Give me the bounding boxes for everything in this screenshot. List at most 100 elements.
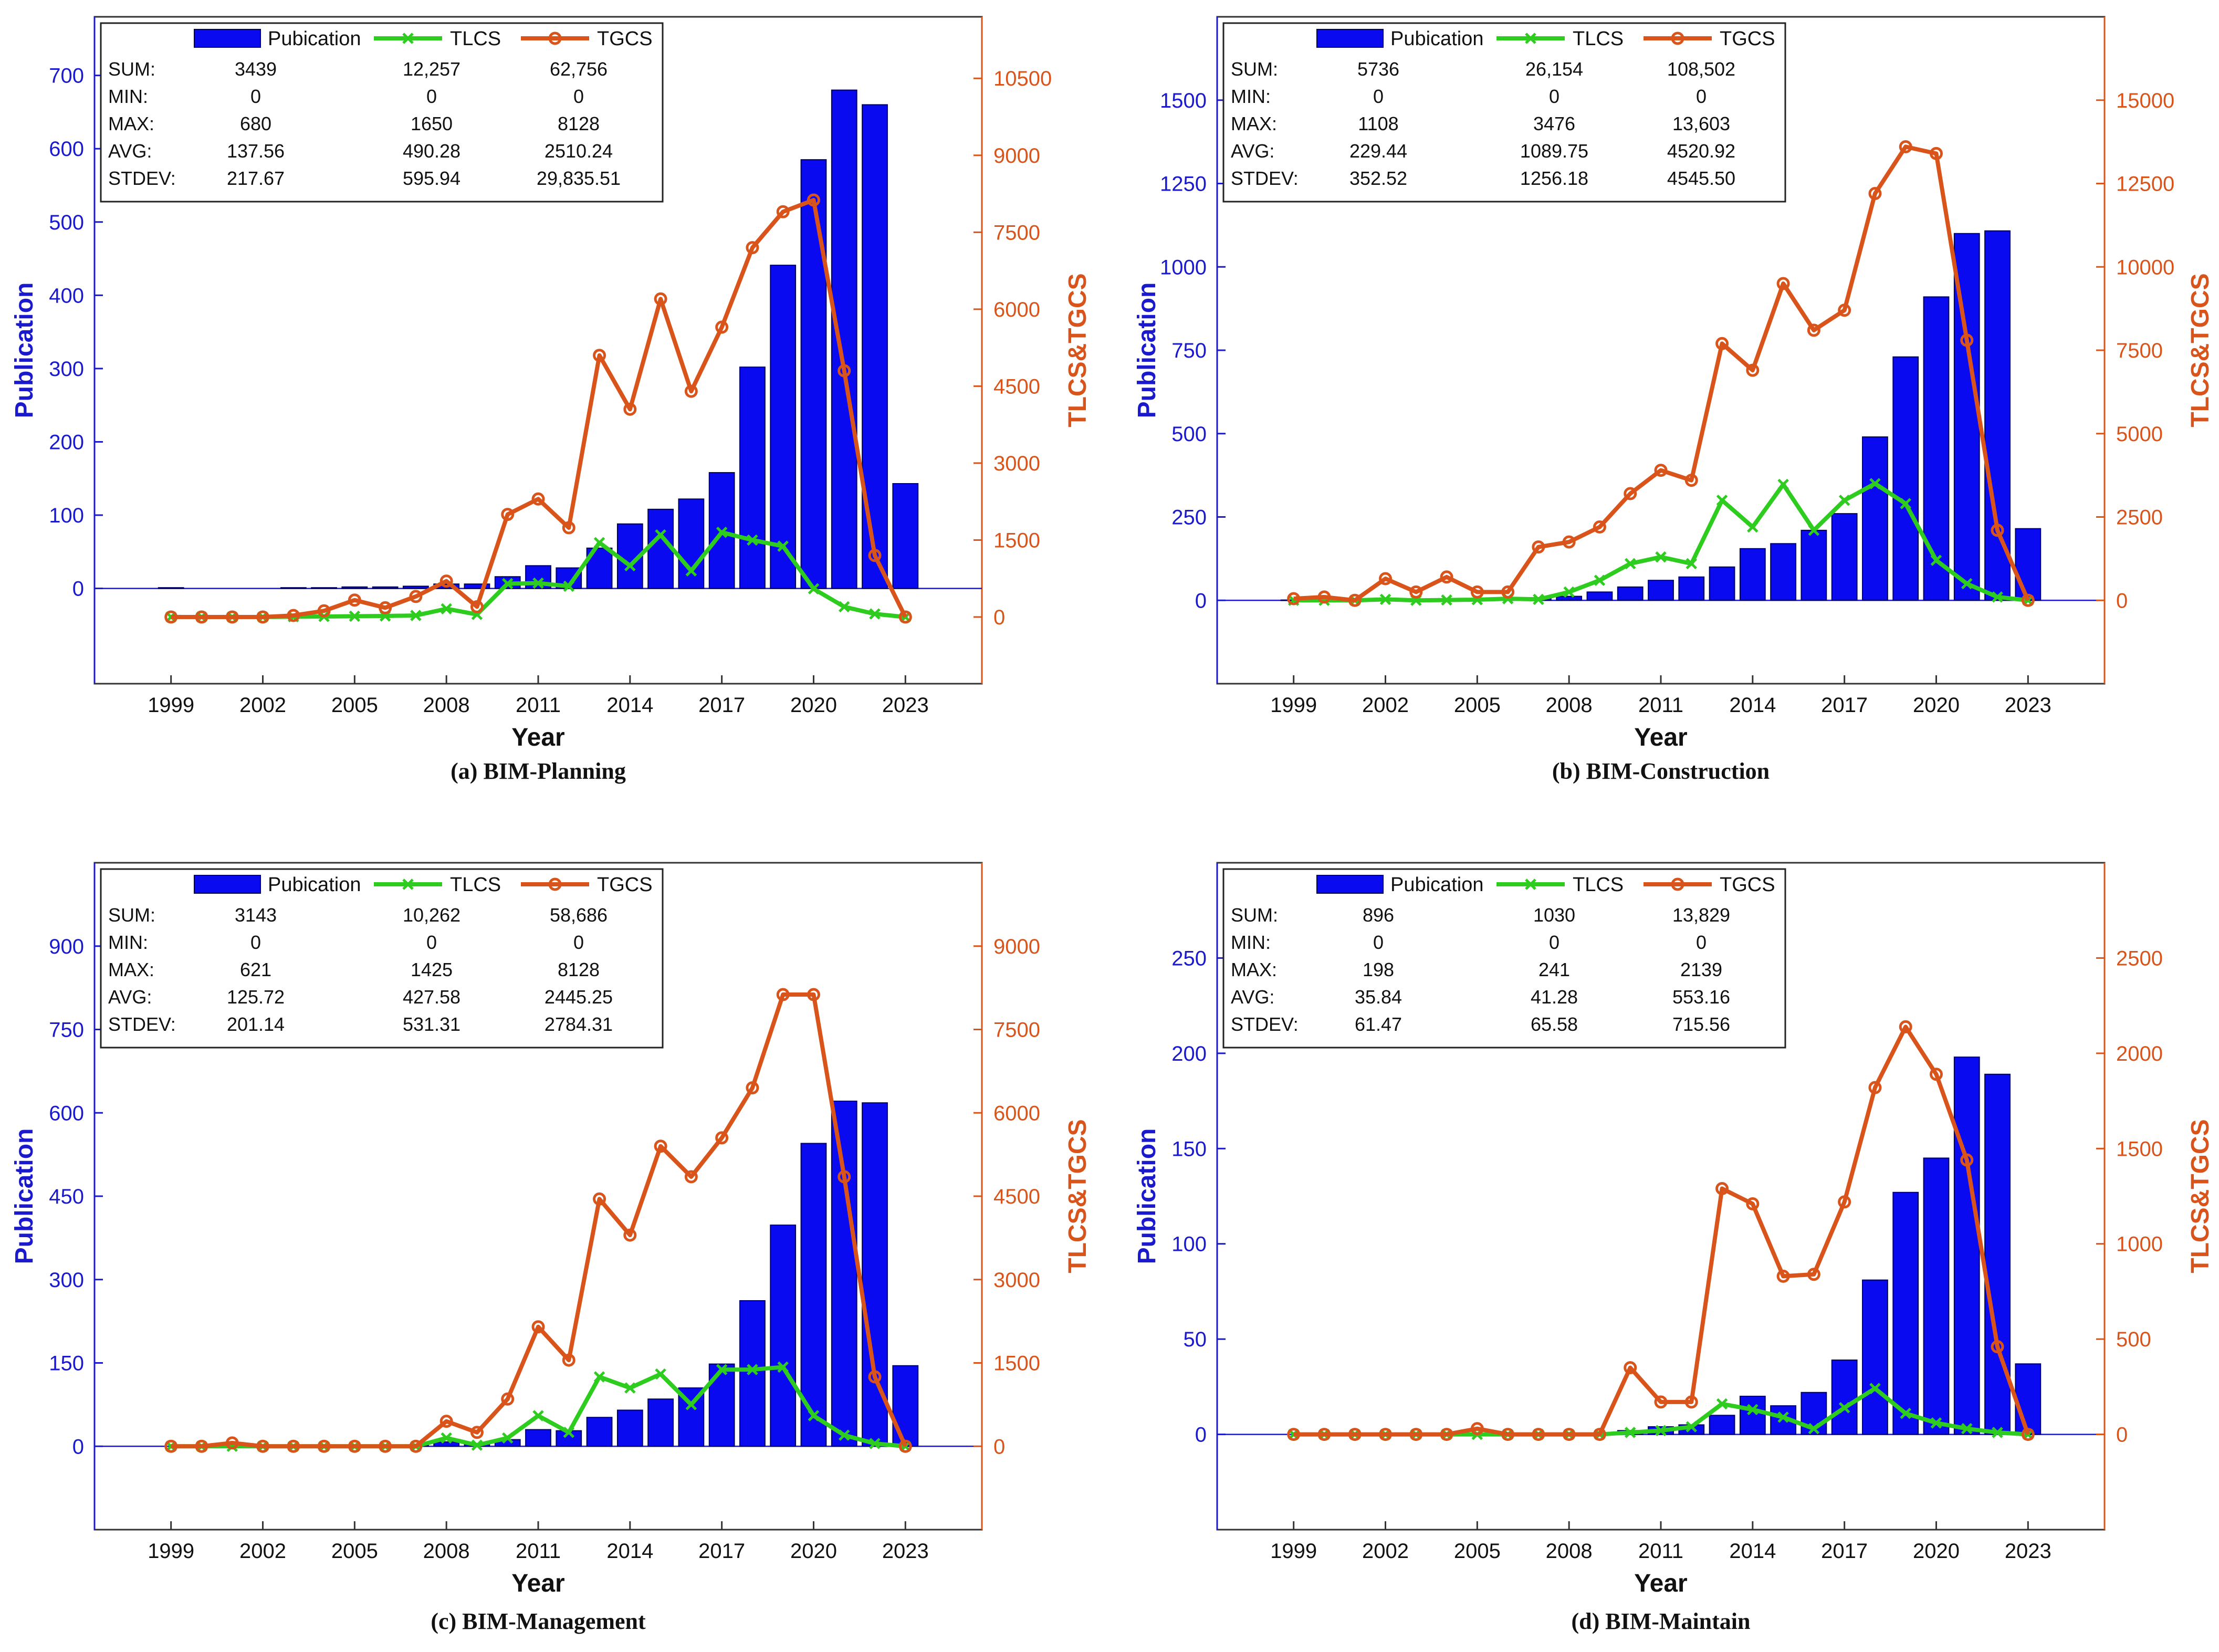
- tlcs-point: [593, 537, 605, 549]
- stats-value: 553.16: [1672, 986, 1730, 1008]
- x-tick-label: 2005: [1454, 694, 1501, 717]
- tlcs-point: [716, 1364, 728, 1375]
- stats-row-label: AVG:: [108, 140, 152, 162]
- tlcs-point: [1379, 593, 1391, 605]
- right-tick-label: 0: [2116, 1424, 2128, 1447]
- tgcs-point: [531, 1320, 545, 1334]
- stats-value: 1256.18: [1520, 168, 1588, 189]
- tlcs-point: [777, 540, 789, 552]
- tgcs-point: [348, 593, 361, 607]
- y-axis-title: Publication: [11, 1128, 38, 1264]
- stats-value: 621: [240, 959, 271, 980]
- legend-stats-box: [100, 22, 664, 203]
- tgcs-point: [501, 1392, 515, 1406]
- chart-panel-1: 0 100 200 300 400 500 600 700 0 1500 3000 4500 6000 7…: [11, 16, 1092, 784]
- publication-bar: [616, 1409, 643, 1447]
- tgcs-point: [1868, 1081, 1882, 1094]
- stats-value: 1030: [1533, 904, 1575, 926]
- stats-value: 137.56: [227, 140, 285, 162]
- stats-row-label: AVG:: [108, 986, 152, 1008]
- x-axis-title: Year: [511, 1570, 564, 1597]
- tlcs-point: [1838, 494, 1850, 506]
- stats-value: 3143: [235, 904, 277, 926]
- tgcs-point: [1470, 585, 1484, 599]
- tgcs-point: [1532, 1428, 1545, 1441]
- tlcs-point: [1686, 558, 1698, 570]
- stats-row-label: STDEV:: [108, 168, 176, 189]
- stats-value: 2784.31: [545, 1013, 613, 1035]
- stats-value: 13,829: [1672, 904, 1730, 926]
- tlcs-point: [349, 610, 361, 622]
- publication-bar: [525, 1429, 551, 1447]
- tlcs-point: [501, 578, 514, 590]
- tlcs-point: [1869, 1383, 1881, 1394]
- tgcs-point: [1317, 590, 1331, 604]
- publication-bar: [739, 367, 766, 589]
- left-tick-label: 250: [1171, 506, 1207, 529]
- legend-stats-box: [1222, 22, 1786, 203]
- publication-bar: [1953, 1057, 1980, 1435]
- right-tick-label: 7500: [993, 1019, 1040, 1042]
- tgcs-point: [195, 1439, 208, 1453]
- stats-row-label: MIN:: [1231, 932, 1271, 953]
- left-tick-label: 750: [49, 1019, 84, 1042]
- publication-bar: [433, 1441, 460, 1447]
- legend-marker-tlcs: [1525, 879, 1536, 890]
- left-tick-label: 1250: [1160, 173, 1207, 196]
- y2-axis-title: TLCS&TGCS: [1064, 273, 1092, 427]
- stats-value: 490.28: [403, 140, 460, 162]
- tlcs-point: [1808, 525, 1820, 536]
- tgcs-line: [1293, 1024, 2030, 1437]
- tgcs-point: [1929, 147, 1943, 160]
- tgcs-point: [501, 508, 515, 521]
- publication-bar: [1739, 548, 1766, 601]
- right-tick-label: 5000: [2116, 423, 2163, 446]
- chart-panel-2: 0250500750100012501500025005000750010000…: [1133, 16, 2214, 784]
- tlcs-point: [1777, 1411, 1789, 1423]
- tgcs-point: [439, 1415, 453, 1428]
- tgcs-point: [1838, 1195, 1851, 1209]
- left-tick-label: 450: [49, 1185, 84, 1208]
- tlcs-point: [869, 1438, 881, 1449]
- publication-bar: [1984, 230, 2011, 601]
- right-tick-label: 2000: [2116, 1042, 2163, 1065]
- chart-caption: (d) BIM-Maintain: [1572, 1608, 1751, 1634]
- tgcs-point: [1409, 1428, 1423, 1441]
- x-tick-label: 2014: [606, 694, 653, 717]
- tlcs-point: [1655, 1425, 1667, 1437]
- tlcs-point: [532, 1410, 544, 1421]
- tgcs-point: [317, 1439, 331, 1453]
- stats-row-label: MAX:: [108, 959, 154, 980]
- tlcs-point: [1961, 1423, 1973, 1435]
- x-tick-label: 2008: [423, 1540, 470, 1563]
- x-tick-label: 2005: [331, 694, 378, 717]
- publication-bar: [1648, 580, 1674, 601]
- tlcs-point: [441, 1432, 452, 1444]
- tlcs-point: [410, 610, 422, 621]
- legend-stats-box: [1222, 868, 1786, 1049]
- stats-value: 0: [1373, 932, 1384, 953]
- tlcs-point: [1747, 1404, 1759, 1416]
- right-tick-label: 0: [993, 606, 1005, 629]
- x-tick-label: 2002: [239, 1540, 286, 1563]
- tgcs-point: [470, 1426, 484, 1439]
- chart-panel-3: 0150300450600750900015003000450060007500…: [11, 862, 1092, 1634]
- tlcs-point: [1716, 1398, 1728, 1410]
- x-tick-label: 2023: [2005, 694, 2051, 717]
- publication-bar: [647, 1398, 674, 1447]
- publication-bar: [800, 1143, 827, 1447]
- left-tick-label: 1500: [1160, 89, 1207, 112]
- tgcs-point: [2021, 593, 2035, 607]
- tgcs-point: [807, 193, 820, 207]
- tlcs-point: [747, 534, 758, 546]
- publication-bar: [1770, 543, 1796, 601]
- legend-label-tlcs: TLCS: [1573, 874, 1624, 896]
- tgcs-point: [593, 349, 606, 362]
- tgcs-point: [1409, 585, 1423, 599]
- tgcs-point: [1287, 1428, 1301, 1441]
- tlcs-point: [716, 527, 728, 538]
- stats-value: 58,686: [550, 904, 608, 926]
- x-tick-label: 2011: [516, 1540, 561, 1563]
- tlcs-point: [563, 1427, 575, 1438]
